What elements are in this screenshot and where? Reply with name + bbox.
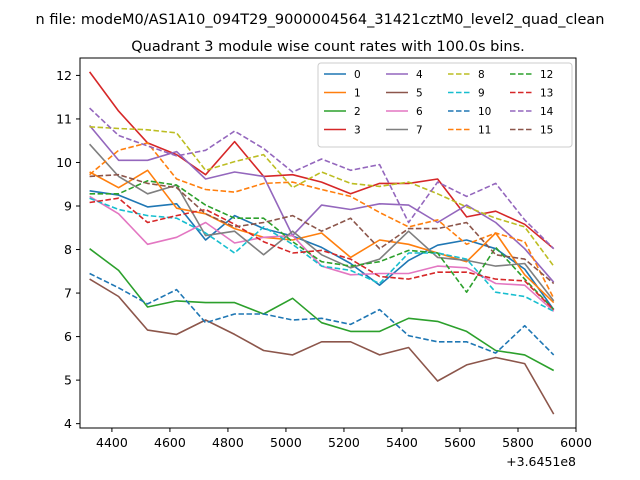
series-line-14 <box>89 107 555 250</box>
series-line-13 <box>89 197 555 311</box>
legend-label-12: 12 <box>540 69 553 81</box>
y-tick-label: 4 <box>64 416 72 431</box>
x-tick-label: 4400 <box>96 435 128 450</box>
y-tick-label: 9 <box>64 199 72 214</box>
legend-label-5: 5 <box>416 88 423 100</box>
legend-label-3: 3 <box>354 125 361 137</box>
legend-label-13: 13 <box>540 88 553 100</box>
series-line-15 <box>89 173 555 285</box>
legend-label-11: 11 <box>478 125 491 137</box>
axes-frame <box>79 57 577 429</box>
legend-frame <box>317 62 573 148</box>
legend-label-1: 1 <box>354 88 361 100</box>
series-line-5 <box>89 278 555 415</box>
legend-label-2: 2 <box>354 106 361 118</box>
legend-label-7: 7 <box>416 125 423 137</box>
y-tick-label: 6 <box>64 329 72 344</box>
x-tick-label: 5600 <box>444 435 476 450</box>
legend-label-15: 15 <box>540 125 553 137</box>
y-tick-label: 12 <box>56 68 72 83</box>
legend-label-14: 14 <box>540 106 554 118</box>
legend-label-10: 10 <box>478 106 491 118</box>
series-line-12 <box>89 180 555 311</box>
x-tick-label: 5800 <box>502 435 534 450</box>
y-axis: 4 5 6 7 8 9 10 11 12 <box>56 68 80 431</box>
series-line-8 <box>89 126 555 267</box>
y-tick-label: 8 <box>64 242 72 257</box>
series-line-2 <box>89 248 555 372</box>
legend-label-9: 9 <box>478 88 485 100</box>
y-tick-label: 11 <box>56 111 72 126</box>
series-line-3 <box>88 71 555 250</box>
y-tick-label: 7 <box>64 286 72 301</box>
series-line-7 <box>89 143 555 302</box>
y-tick-label: 5 <box>64 373 72 388</box>
chart-title: Quadrant 3 module wise count rates with … <box>131 39 525 55</box>
x-tick-label: 5200 <box>328 435 360 450</box>
legend-label-8: 8 <box>478 69 485 81</box>
x-tick-label: 4600 <box>154 435 186 450</box>
x-tick-label: 6000 <box>560 435 592 450</box>
plot-area <box>79 57 577 429</box>
x-tick-label: 5000 <box>270 435 302 450</box>
series-line-0 <box>89 190 555 311</box>
x-offset-label: +3.6451e8 <box>506 454 576 469</box>
x-tick-label: 5400 <box>386 435 418 450</box>
x-tick-label: 4800 <box>212 435 244 450</box>
series-line-10 <box>89 272 555 356</box>
series-layer <box>88 71 555 415</box>
legend-label-6: 6 <box>416 106 423 118</box>
figure-suptitle: n file: modeM0/AS1A10_094T29_9000004564_… <box>36 12 605 28</box>
x-axis: 4400 4600 4800 5000 5200 5400 5600 5800 6000 <box>96 428 592 450</box>
y-tick-label: 10 <box>56 155 72 170</box>
legend-label-0: 0 <box>354 69 361 81</box>
legend-label-4: 4 <box>416 69 423 81</box>
series-line-1 <box>89 169 555 304</box>
series-line-11 <box>89 142 555 299</box>
series-line-9 <box>89 197 555 313</box>
